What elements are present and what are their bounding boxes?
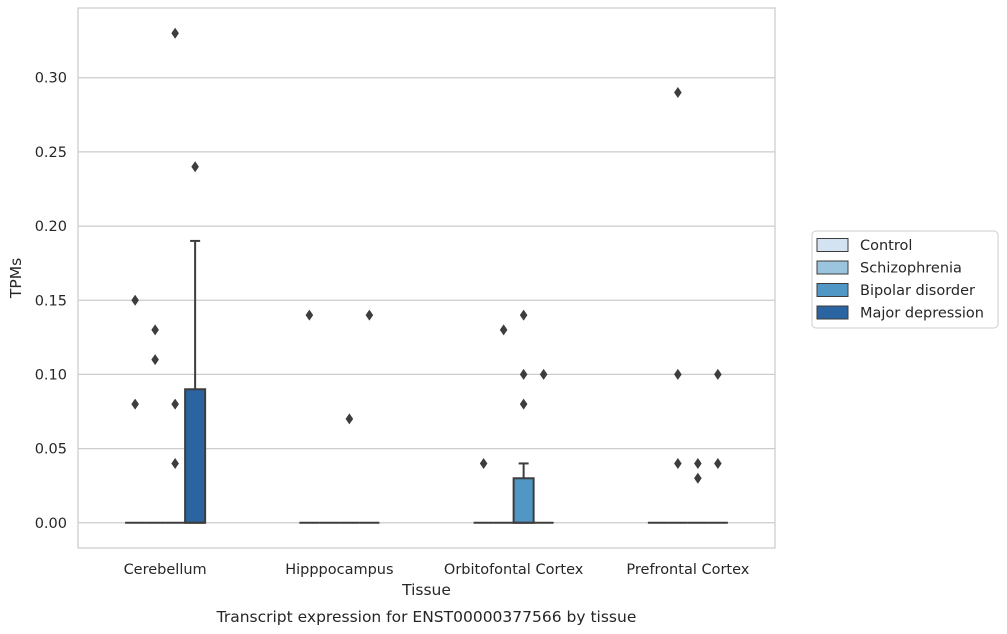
- iqr-box: [512, 477, 535, 524]
- outlier-point: [479, 457, 488, 469]
- y-tick-label: 0.30: [35, 71, 67, 87]
- y-tick-label: 0.20: [35, 219, 67, 235]
- legend-swatch: [816, 260, 849, 275]
- legend-item: Bipolar disorder: [816, 283, 975, 299]
- y-axis-label: TPMs: [7, 258, 25, 299]
- outlier-point: [171, 398, 179, 410]
- chart-caption: Transcript expression for ENST0000037756…: [216, 608, 637, 626]
- outlier-point: [674, 368, 682, 380]
- outlier-point: [345, 413, 354, 425]
- outlier-point: [519, 309, 528, 321]
- y-tick-label: 0.00: [35, 516, 67, 532]
- legend-swatch: [816, 283, 849, 297]
- outliers: [131, 27, 722, 484]
- outlier-point: [519, 398, 528, 410]
- outlier-point: [131, 398, 139, 410]
- y-axis-ticks: 0.00 0.05 0.10 0.15 0.20 0.25 0.30: [35, 71, 67, 532]
- legend-item: Schizophrenia: [816, 260, 962, 277]
- legend-label: Control: [860, 238, 912, 254]
- outlier-point: [539, 368, 548, 380]
- legend-label: Major depression: [860, 306, 984, 322]
- outlier-point: [191, 161, 199, 173]
- outlier-point: [714, 457, 722, 469]
- box-major-depression: [184, 239, 207, 524]
- legend-frame: [811, 230, 999, 329]
- plot-area-frame: [77, 7, 776, 549]
- outlier-point: [519, 368, 528, 380]
- outlier-point: [674, 457, 682, 469]
- iqr-box: [184, 388, 207, 524]
- y-tick-label: 0.25: [35, 145, 67, 161]
- outlier-point: [499, 324, 508, 336]
- boxes: [125, 239, 728, 524]
- outlier-point: [365, 309, 374, 321]
- outlier-point: [151, 324, 159, 336]
- gridlines: [78, 77, 775, 524]
- x-tick-label: Prefrontal Cortex: [626, 562, 749, 578]
- legend-label: Schizophrenia: [860, 261, 962, 277]
- legend-item: Major depression: [816, 305, 984, 322]
- x-tick-label: Cerebellum: [124, 562, 207, 578]
- outlier-point: [305, 309, 314, 321]
- outlier-point: [171, 27, 179, 39]
- y-tick-label: 0.05: [35, 442, 67, 458]
- legend-label: Bipolar disorder: [860, 283, 975, 299]
- legend-swatch: [816, 305, 849, 320]
- legend-entries: Control Schizophrenia Bipolar disorder Majo…: [816, 238, 984, 322]
- outlier-point: [674, 87, 682, 99]
- x-tick-label: Orbitofontal Cortex: [444, 562, 584, 578]
- outlier-point: [694, 457, 702, 469]
- outlier-point: [694, 472, 702, 484]
- y-tick-label: 0.10: [35, 367, 67, 383]
- legend: Control Schizophrenia Bipolar disorder Majo…: [811, 230, 999, 329]
- legend-swatch: [816, 238, 849, 252]
- x-axis-ticks: Cerebellum Hipppocampus Orbitofontal Corte…: [124, 562, 750, 578]
- legend-item: Control: [816, 238, 912, 254]
- outlier-point: [131, 294, 139, 306]
- x-axis-label: Tissue: [401, 581, 451, 599]
- outlier-point: [171, 457, 179, 469]
- y-tick-label: 0.15: [35, 293, 67, 309]
- x-tick-label: Hipppocampus: [285, 562, 393, 578]
- outlier-point: [151, 354, 159, 366]
- box-bipolar-disorder: [512, 462, 535, 524]
- outlier-point: [714, 368, 722, 380]
